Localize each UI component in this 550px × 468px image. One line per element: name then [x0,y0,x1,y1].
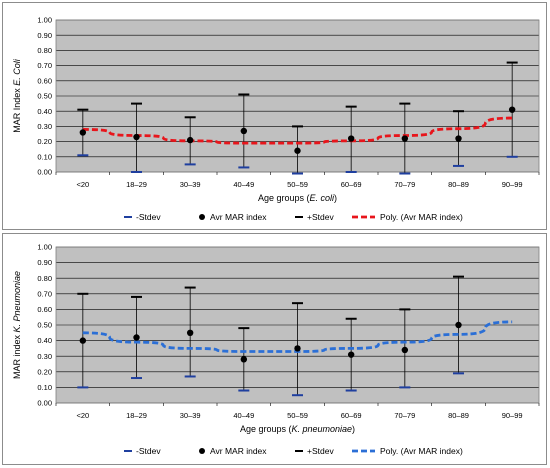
x-tick-label: <20 [76,411,89,420]
y-tick-label: 0.40 [37,107,52,116]
chart-panel-kpneumoniae: 0.00 0.10 0.20 0.30 0.40 0.50 0.60 0.70 0.80 0.90… [2,233,547,465]
legend-item: Avr MAR index [199,446,267,456]
y-tick-label: 0.70 [37,61,52,70]
x-tick-label: 18–29 [126,411,147,420]
kpneumoniae-chart: 0.00 0.10 0.20 0.30 0.40 0.50 0.60 0.70 0.80 0.90… [12,243,540,456]
avr-mar-index-point [294,345,301,352]
legend-item: -Stdev [124,212,161,222]
y-tick-label: 0.90 [37,31,52,40]
avr-mar-index-point [455,321,462,329]
avr-mar-index-point [347,135,355,142]
avr-mar-index-point [455,135,462,142]
legend-marker [199,214,205,220]
y-tick-label: 0.50 [37,321,52,330]
legend-label: +Stdev [307,212,334,222]
avr-mar-index-point [79,337,87,344]
y-tick-label: 0.30 [37,352,52,361]
legend-label: Poly. (Avr MAR index) [380,446,463,456]
legend-item: +Stdev [295,212,334,222]
x-tick-label: 18–29 [126,180,147,189]
legend-item: Poly. (Avr MAR index) [352,212,463,222]
y-tick-label: 0.60 [37,76,52,85]
x-tick-label: 50–59 [287,180,308,189]
x-tick-label: 90–99 [502,180,523,189]
x-tick-label: 40–49 [233,180,254,189]
legend-item: Avr MAR index [199,212,267,222]
chart-panel-ecoli: 0.00 0.10 0.20 0.30 0.40 0.50 0.60 0.70 0.80 0.90… [2,2,547,230]
x-tick-label: 90–99 [502,411,523,420]
x-tick-label: 40–49 [233,411,254,420]
y-tick-label: 0.40 [37,336,52,345]
y-tick-label: 0.10 [37,383,52,392]
avr-mar-index-point [294,147,301,154]
y-tick-label: 0.90 [37,258,52,267]
avr-mar-index-point [186,136,194,144]
y-axis-title: MAR index K. Pneumoniae [12,271,22,379]
avr-mar-index-point [401,135,409,142]
legend-label: +Stdev [307,446,334,456]
plot-marks [77,275,513,397]
legend-item: -Stdev [124,446,161,456]
x-tick-label: 80–89 [448,180,469,189]
legend-label: Avr MAR index [210,212,267,222]
y-tick-label: 0.00 [37,168,52,177]
y-tick-label: 0.80 [37,274,52,283]
x-tick-label: 70–79 [394,411,415,420]
x-tick-label: 30–39 [180,180,201,189]
y-tick-label: 0.20 [37,137,52,146]
legend-label: -Stdev [136,446,161,456]
plot-marks [77,61,518,175]
y-tick-label: 1.00 [37,16,52,25]
x-tick-label: <20 [76,180,89,189]
x-tick-label: 60–69 [341,180,362,189]
avr-mar-index-point [133,133,140,141]
avr-mar-index-point [401,346,409,354]
plot-border [55,246,540,404]
y-tick-label: 0.70 [37,289,52,298]
y-tick-label: 0.60 [37,305,52,314]
avr-mar-index-point [79,129,87,136]
avr-mar-index-point [240,356,248,363]
x-tick-label: 30–39 [180,411,201,420]
legend-item: Poly. (Avr MAR index) [352,446,463,456]
x-tick-label: 60–69 [341,411,362,420]
x-axis-title: Age groups (E. coli) [258,193,337,203]
avr-mar-index-point [508,106,516,113]
avr-mar-index-point [347,351,355,358]
y-tick-label: 0.30 [37,122,52,131]
legend-label: Avr MAR index [210,446,267,456]
poly-trendline [82,116,513,145]
y-tick-label: 0.80 [37,46,52,55]
y-tick-label: 0.50 [37,92,52,101]
y-tick-label: 0.00 [37,399,52,408]
legend-marker [199,448,205,454]
legend-label: -Stdev [136,212,161,222]
x-tick-label: 80–89 [448,411,469,420]
y-tick-label: 0.10 [37,152,52,161]
avr-mar-index-point [186,329,194,336]
legend-item: +Stdev [295,446,334,456]
ecoli-chart: 0.00 0.10 0.20 0.30 0.40 0.50 0.60 0.70 0.80 0.90… [12,16,540,222]
y-axis-title: MAR Index E. Coli [12,58,22,133]
x-tick-label: 50–59 [287,411,308,420]
x-tick-label: 70–79 [394,180,415,189]
x-axis-title: Age groups (K. pneumoniae) [240,424,355,434]
y-tick-label: 1.00 [37,243,52,252]
legend-label: Poly. (Avr MAR index) [380,212,463,222]
avr-mar-index-point [240,127,248,135]
avr-mar-index-point [133,334,140,341]
y-tick-label: 0.20 [37,367,52,376]
